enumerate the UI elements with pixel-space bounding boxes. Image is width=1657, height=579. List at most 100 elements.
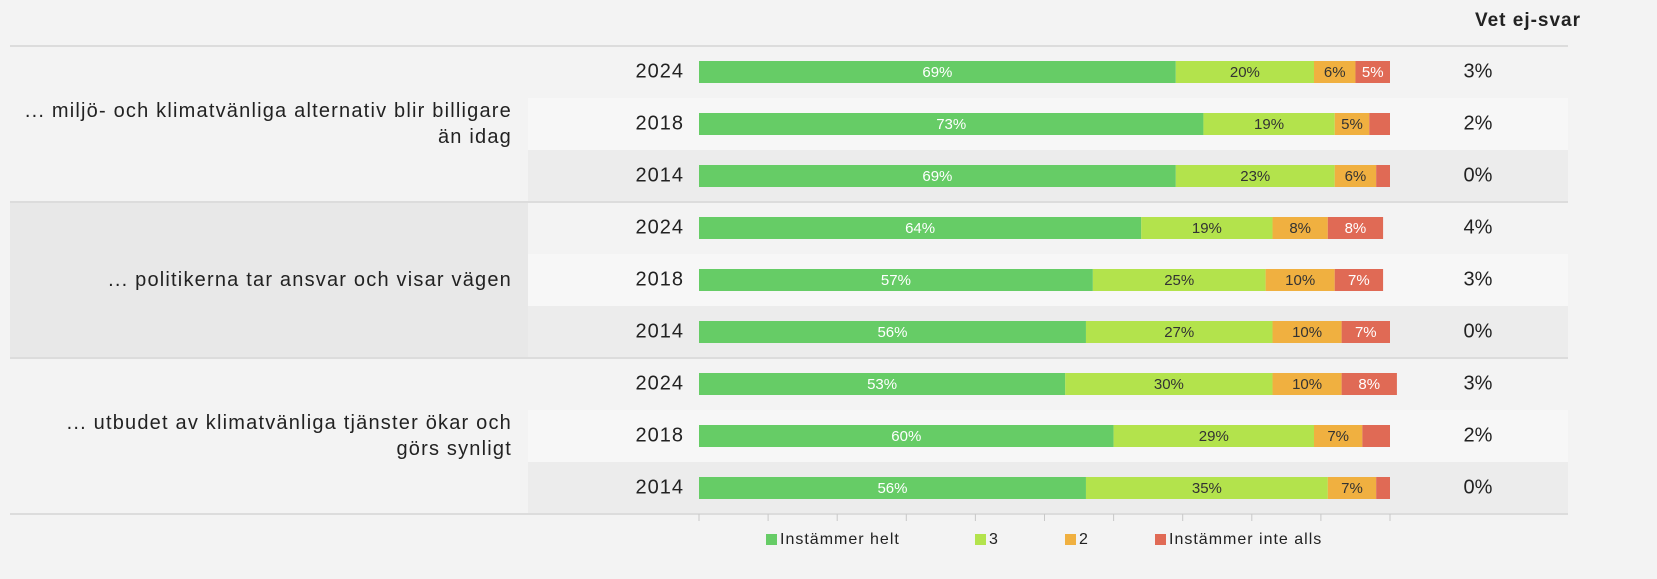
data-label: 56% <box>877 324 907 341</box>
bar-segment <box>1327 217 1384 239</box>
data-label: 19% <box>1254 116 1284 133</box>
data-label: 8% <box>1289 220 1311 237</box>
bar-segment <box>699 269 1093 291</box>
data-label: 30% <box>1154 376 1184 393</box>
dont-know-value: 2% <box>1464 112 1493 134</box>
dont-know-value: 3% <box>1464 372 1493 394</box>
bar-segment <box>1272 321 1342 343</box>
data-label: 23% <box>1240 168 1270 185</box>
data-label: 5% <box>1341 116 1363 133</box>
bar-segment <box>699 165 1176 187</box>
year-label: 2014 <box>636 164 685 186</box>
bar-segment <box>1092 269 1266 291</box>
bar-segment <box>1175 165 1335 187</box>
year-label: 2018 <box>636 424 685 446</box>
data-label: 73% <box>936 116 966 133</box>
legend-label: 3 <box>989 531 999 548</box>
bar-segment <box>699 425 1114 447</box>
data-label: 27% <box>1164 324 1194 341</box>
bar-segment <box>1313 425 1363 447</box>
data-label: 6% <box>1324 64 1346 81</box>
legend-swatch <box>766 534 777 545</box>
data-label: 7% <box>1327 428 1349 445</box>
group-band <box>10 202 528 358</box>
data-label: 10% <box>1292 324 1322 341</box>
bar-segment <box>1341 321 1390 343</box>
bar-segment <box>699 217 1142 239</box>
data-label: 8% <box>1345 220 1367 237</box>
bar-segment <box>1334 269 1384 291</box>
legend-swatch <box>975 534 986 545</box>
data-label: 69% <box>922 64 952 81</box>
bar-segment <box>1085 321 1273 343</box>
bar-segment <box>699 373 1066 395</box>
legend-swatch <box>1065 534 1076 545</box>
data-label: 64% <box>905 220 935 237</box>
group-label: ... miljö- och klimatvänliga alternativ … <box>24 100 512 148</box>
data-label: 10% <box>1292 376 1322 393</box>
data-label: 7% <box>1355 324 1377 341</box>
data-label: 8% <box>1358 376 1380 393</box>
year-label: 2014 <box>636 320 685 342</box>
dont-know-title: Vet ej-svar <box>1475 10 1581 31</box>
data-label: 29% <box>1199 428 1229 445</box>
legend-swatch <box>1155 534 1166 545</box>
year-label: 2024 <box>636 216 685 238</box>
bar-segment <box>1362 425 1390 447</box>
year-label: 2018 <box>636 268 685 290</box>
legend-label: Instämmer helt <box>780 531 900 548</box>
bar-segment <box>1341 373 1397 395</box>
bar-segment <box>1376 477 1390 499</box>
bar-segment <box>1369 113 1390 135</box>
data-label: 19% <box>1192 220 1222 237</box>
legend-label: Instämmer inte alls <box>1169 531 1322 548</box>
year-label: 2014 <box>636 476 685 498</box>
group-label: ... utbudet av klimatvänliga tjänster ök… <box>66 412 512 460</box>
bar-segment <box>699 113 1204 135</box>
year-label: 2018 <box>636 112 685 134</box>
dont-know-value: 3% <box>1464 268 1493 290</box>
data-label: 6% <box>1345 168 1367 185</box>
data-label: 35% <box>1192 480 1222 497</box>
data-label: 25% <box>1164 272 1194 289</box>
dont-know-value: 0% <box>1464 320 1493 342</box>
data-label: 5% <box>1362 64 1384 81</box>
data-label: 56% <box>877 480 907 497</box>
year-label: 2024 <box>636 372 685 394</box>
bar-segment <box>1376 165 1390 187</box>
data-label: 7% <box>1348 272 1370 289</box>
legend-label: 2 <box>1079 531 1089 548</box>
bar-segment <box>1203 113 1335 135</box>
data-label: 69% <box>922 168 952 185</box>
bar-segment <box>1175 61 1314 83</box>
bar-segment <box>1265 269 1335 291</box>
bar-segment <box>1313 61 1356 83</box>
bar-segment <box>1334 113 1370 135</box>
bar-segment <box>699 321 1086 343</box>
dont-know-value: 3% <box>1464 60 1493 82</box>
dont-know-value: 2% <box>1464 424 1493 446</box>
data-label: 7% <box>1341 480 1363 497</box>
bar-segment <box>1085 477 1328 499</box>
bar-segment <box>1355 61 1390 83</box>
bar-segment <box>699 61 1176 83</box>
bar-segment <box>1065 373 1273 395</box>
bar-segment <box>1327 477 1377 499</box>
dont-know-value: 0% <box>1464 476 1493 498</box>
data-label: 57% <box>881 272 911 289</box>
data-label: 60% <box>891 428 921 445</box>
data-label: 20% <box>1230 64 1260 81</box>
year-label: 2024 <box>636 60 685 82</box>
bar-segment <box>1272 373 1342 395</box>
group-label: ... politikerna tar ansvar och visar väg… <box>108 269 512 291</box>
bar-segment <box>1272 217 1328 239</box>
data-label: 53% <box>867 376 897 393</box>
bar-segment <box>1141 217 1273 239</box>
data-label: 10% <box>1285 272 1315 289</box>
dont-know-value: 0% <box>1464 164 1493 186</box>
bar-segment <box>1113 425 1314 447</box>
bar-segment <box>699 477 1086 499</box>
bar-segment <box>1334 165 1377 187</box>
